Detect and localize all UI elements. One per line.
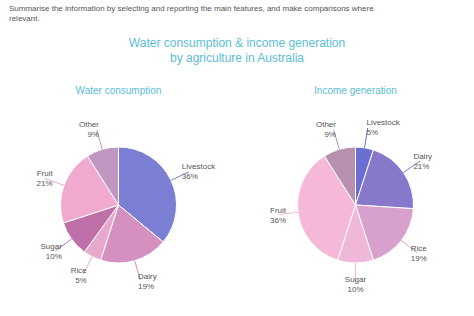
svg-text:Other9%: Other9% — [79, 120, 99, 139]
html-text:Water consumption & income gen: Water consumption & income generation by… — [128, 36, 346, 65]
svg-text:Livestock5%: Livestock5% — [366, 118, 400, 137]
html-text:Summarise the information by s: Summarise the information by selecting a… — [9, 4, 374, 23]
svg-text:Fruit21%: Fruit21% — [37, 169, 54, 188]
svg-text:Fruit36%: Fruit36% — [270, 206, 287, 225]
svg-text:Sugar10%: Sugar10% — [41, 242, 63, 261]
html-text:Water consumption: Water consumption — [75, 85, 162, 96]
svg-text:Dairy19%: Dairy19% — [138, 272, 157, 291]
html-text:Income generation: Income generation — [314, 85, 397, 96]
svg-text:Livestock36%: Livestock36% — [182, 162, 216, 181]
svg-text:Sugar10%: Sugar10% — [345, 275, 367, 294]
svg-text:Rice5%: Rice5% — [71, 266, 88, 285]
svg-text:Rice19%: Rice19% — [411, 244, 428, 263]
svg-text:Other9%: Other9% — [316, 120, 336, 139]
svg-text:Dairy21%: Dairy21% — [413, 152, 432, 171]
